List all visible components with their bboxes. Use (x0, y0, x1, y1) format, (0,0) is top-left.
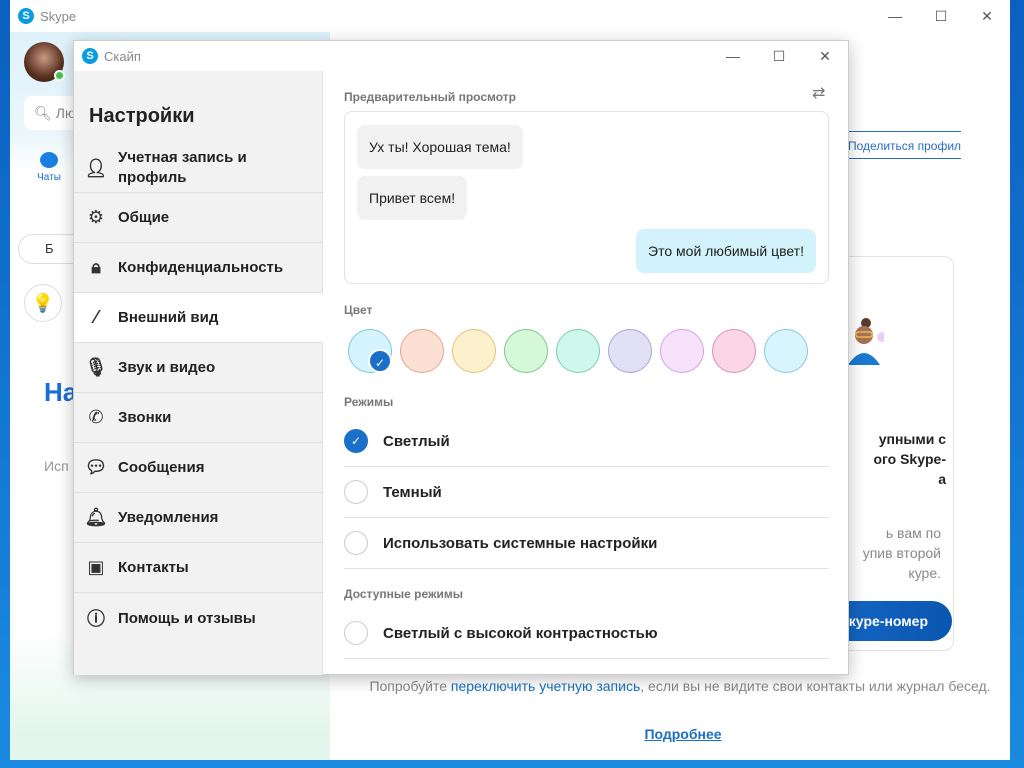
color-swatch[interactable] (400, 329, 444, 373)
radio-icon (344, 480, 368, 504)
color-label: Цвет (344, 303, 373, 317)
mode-label: Светлый (383, 432, 450, 450)
magic-wand-icon: ⁄ (94, 307, 98, 327)
card-title: упными с ого Skype- а (873, 431, 946, 487)
sidebar-item-label: Общие (118, 209, 170, 226)
settings-sidebar: Настройки 👤︎ Учетная запись и профиль ⚙︎ О… (74, 71, 323, 675)
switch-account-hint: Попробуйте переключить учетную запись, е… (340, 676, 1020, 696)
color-swatch[interactable] (452, 329, 496, 373)
card-text: ь вам по упив второй куре. (862, 525, 941, 581)
sidebar-item-label: Конфиденциальность (118, 259, 284, 276)
main-title-bar: S Skype — ☐ ✕ (10, 0, 1010, 32)
mode-label: Использовать системные настройки (383, 534, 658, 552)
share-profile-link[interactable]: Поделиться профилем (848, 131, 961, 159)
sidebar-item-messaging[interactable]: 💬︎ Сообщения (74, 443, 323, 493)
color-swatch[interactable] (660, 329, 704, 373)
gear-icon: ⚙︎ (87, 207, 105, 227)
color-swatch[interactable] (608, 329, 652, 373)
contacts-icon: ▣ (87, 557, 105, 577)
sidebar-item-label: Звук и видео (118, 359, 216, 376)
settings-heading: Настройки (89, 105, 195, 127)
mode-label: Темный (383, 483, 442, 501)
meet-label: Б (45, 241, 54, 256)
dialog-title-bar: S Скайп — ☐ ✕ (74, 41, 848, 71)
sidebar-item-label: Контакты (118, 559, 189, 576)
sidebar-item-appearance[interactable]: ⁄ Внешний вид (74, 293, 323, 343)
mode-light[interactable]: ✓ Светлый (344, 416, 829, 467)
radio-checked-icon: ✓ (344, 429, 368, 453)
online-status-icon (54, 70, 65, 81)
mode-label: Светлый с высокой контрастностью (383, 624, 658, 642)
sidebar-item-label: Внешний вид (118, 309, 219, 326)
preview-message: Это мой любимый цвет! (636, 229, 816, 273)
modes-label: Режимы (344, 395, 394, 409)
bell-icon: 🔔︎ (84, 507, 108, 527)
info-icon: ⓘ (87, 609, 105, 629)
sidebar-item-audio-video[interactable]: 🎙︎ Звук и видео (74, 343, 323, 393)
settings-dialog: S Скайп — ☐ ✕ Настройки 👤︎ Учетная запись … (73, 40, 849, 675)
color-swatch[interactable] (504, 329, 548, 373)
welcome-text: Исп (44, 458, 69, 474)
person-icon: 👤︎ (84, 157, 108, 178)
preview-box: Ух ты! Хорошая тема! Привет всем! Это мо… (344, 111, 829, 284)
sidebar-item-privacy[interactable]: 🔒︎ Конфиденциальность (74, 243, 323, 293)
dialog-title: Скайп (104, 48, 141, 64)
sidebar-item-label: Помощь и отзывы (118, 609, 256, 627)
minimize-button[interactable]: — (888, 8, 902, 24)
preview-message: Привет всем! (357, 176, 468, 220)
color-swatch[interactable] (712, 329, 756, 373)
skype-logo-icon: S (82, 48, 98, 64)
mode-dark[interactable]: Темный (344, 467, 829, 518)
chats-label: Чаты (37, 172, 61, 183)
sidebar-item-calls[interactable]: ✆ Звонки (74, 393, 323, 443)
mode-system[interactable]: Использовать системные настройки (344, 518, 829, 569)
color-swatch[interactable] (556, 329, 600, 373)
sidebar-item-label: Учетная запись и профиль (118, 148, 247, 186)
radio-icon (344, 531, 368, 555)
dialog-close-button[interactable]: ✕ (819, 47, 831, 64)
sidebar-item-label: Уведомления (118, 509, 219, 526)
close-button[interactable]: ✕ (981, 7, 993, 24)
learn-more-link[interactable]: Подробнее (644, 726, 722, 742)
hint-text: Попробуйте (369, 678, 451, 694)
microphone-icon: 🎙︎ (84, 357, 108, 377)
dialog-minimize-button[interactable]: — (726, 48, 740, 64)
mode-high-contrast-light[interactable]: Светлый с высокой контрастностью (344, 608, 829, 659)
chat-icon (40, 152, 58, 168)
contact-avatar[interactable]: 💡 (24, 284, 62, 322)
person-illustration-icon (848, 318, 884, 365)
sidebar-item-general[interactable]: ⚙︎ Общие (74, 193, 323, 243)
radio-icon (344, 621, 368, 645)
sidebar-item-label: Звонки (118, 409, 172, 426)
sidebar-item-label: Сообщения (118, 459, 205, 476)
skype-logo-icon: S (18, 8, 34, 24)
available-modes-label: Доступные режимы (344, 587, 463, 601)
phone-icon: ✆ (88, 407, 104, 427)
sidebar-item-notifications[interactable]: 🔔︎ Уведомления (74, 493, 323, 543)
hint-text-end: , если вы не видите свои контакты или жу… (640, 678, 991, 694)
color-swatch[interactable] (764, 329, 808, 373)
swap-icon[interactable]: ⇄ (812, 85, 826, 102)
dialog-maximize-button[interactable]: ☐ (772, 47, 786, 64)
lock-icon: 🔒︎ (91, 257, 101, 277)
preview-message: Ух ты! Хорошая тема! (357, 125, 523, 169)
switch-account-link[interactable]: переключить учетную запись (450, 678, 641, 694)
sidebar-item-contacts[interactable]: ▣ Контакты (74, 543, 323, 593)
tab-chats[interactable]: Чаты (34, 152, 64, 183)
search-icon: 🔍︎ (34, 104, 52, 121)
sidebar-item-help[interactable]: ⓘ Помощь и отзывы (74, 593, 323, 643)
preview-label: Предварительный просмотр (344, 90, 516, 104)
maximize-button[interactable]: ☐ (934, 7, 948, 24)
main-title: Skype (40, 8, 77, 24)
selected-check-icon: ✓ (368, 349, 392, 373)
appearance-settings: Предварительный просмотр ⇄ Ух ты! Хороша… (324, 71, 848, 675)
search-placeholder: Лю (55, 105, 76, 121)
message-icon: 💬︎ (84, 457, 108, 477)
welcome-heading: На (44, 377, 78, 407)
sidebar-item-account[interactable]: 👤︎ Учетная запись и профиль (74, 143, 323, 193)
